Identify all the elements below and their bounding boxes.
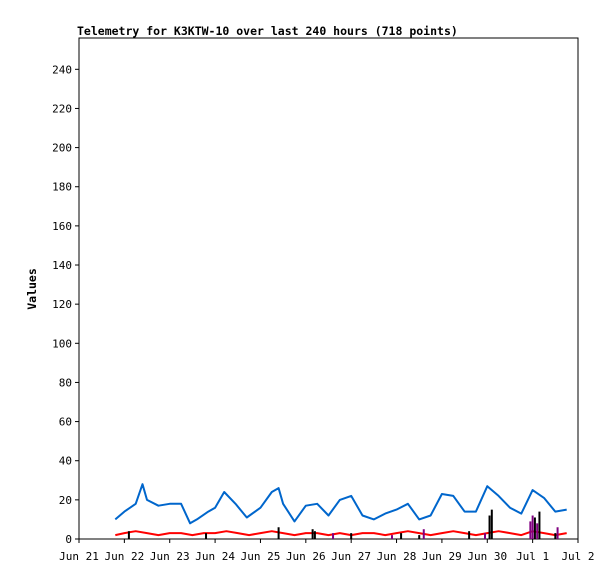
y-axis-label: Values [25, 268, 39, 310]
y-tick-label: 240 [52, 63, 72, 76]
y-tick-label: 40 [59, 455, 72, 468]
series-layer [114, 483, 567, 539]
x-tick-label: Jul 1 [516, 550, 549, 563]
x-tick-label: Jun 29 [422, 550, 462, 563]
x-tick-label: Jun 26 [286, 550, 326, 563]
y-tick-label: 220 [52, 102, 72, 115]
x-tick-label: Jun 27 [331, 550, 371, 563]
y-tick-label: 20 [59, 494, 72, 507]
x-axis: Jun 21 Jun 22 Jun 23 Jun 24 Jun 25 Jun 26 Jun … [59, 539, 595, 563]
plot-area-frame [78, 37, 579, 540]
x-tick-label: Jun 30 [467, 550, 507, 563]
y-tick-label: 100 [52, 337, 72, 350]
y-tick-label: 60 [59, 416, 72, 429]
x-tick-label: Jun 22 [104, 550, 144, 563]
x-tick-label: Jun 21 [59, 550, 99, 563]
y-tick-label: 160 [52, 220, 72, 233]
y-tick-label: 80 [59, 376, 72, 389]
x-tick-label: Jun 25 [241, 550, 281, 563]
x-tick-label: Jun 24 [195, 550, 235, 563]
y-axis: 0 20 40 60 80 100 120 140 160 180 200 220 240 [52, 63, 79, 546]
series-0-line [114, 483, 567, 525]
y-tick-label: 200 [52, 142, 72, 155]
y-tick-label: 180 [52, 181, 72, 194]
y-tick-label: 120 [52, 298, 72, 311]
y-tick-label: 0 [65, 533, 72, 546]
x-tick-label: Jun 28 [377, 550, 417, 563]
chart-title: Telemetry for K3KTW-10 over last 240 hou… [77, 24, 458, 38]
x-tick-label: Jun 23 [150, 550, 190, 563]
x-tick-label: Jul 2 [561, 550, 594, 563]
y-tick-label: 140 [52, 259, 72, 272]
